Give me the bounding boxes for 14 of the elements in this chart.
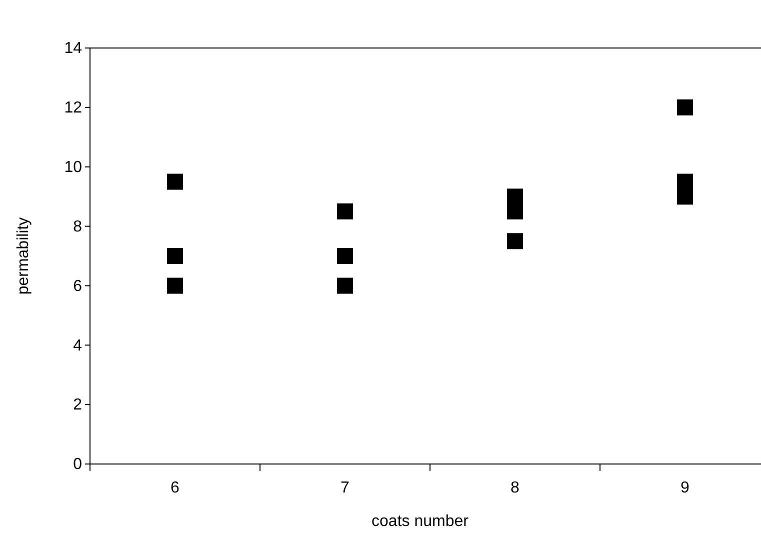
x-tick-label: 9 bbox=[680, 480, 690, 497]
y-tick-label: 12 bbox=[64, 100, 82, 117]
y-tick-label: 14 bbox=[64, 40, 82, 58]
y-tick-label: 4 bbox=[73, 337, 82, 354]
y-tick-label: 8 bbox=[73, 218, 82, 236]
y-tick-label: 2 bbox=[73, 396, 82, 414]
x-tick-label: 8 bbox=[510, 480, 520, 497]
y-axis-title: permability bbox=[15, 217, 32, 295]
y-tick-label: 10 bbox=[64, 158, 82, 176]
x-axis-title: coats number bbox=[372, 513, 470, 530]
x-tick-label: 6 bbox=[170, 480, 180, 497]
y-tick-label: 6 bbox=[73, 278, 82, 295]
y-tick-label: 0 bbox=[73, 456, 82, 474]
x-tick-label: 7 bbox=[340, 480, 350, 497]
